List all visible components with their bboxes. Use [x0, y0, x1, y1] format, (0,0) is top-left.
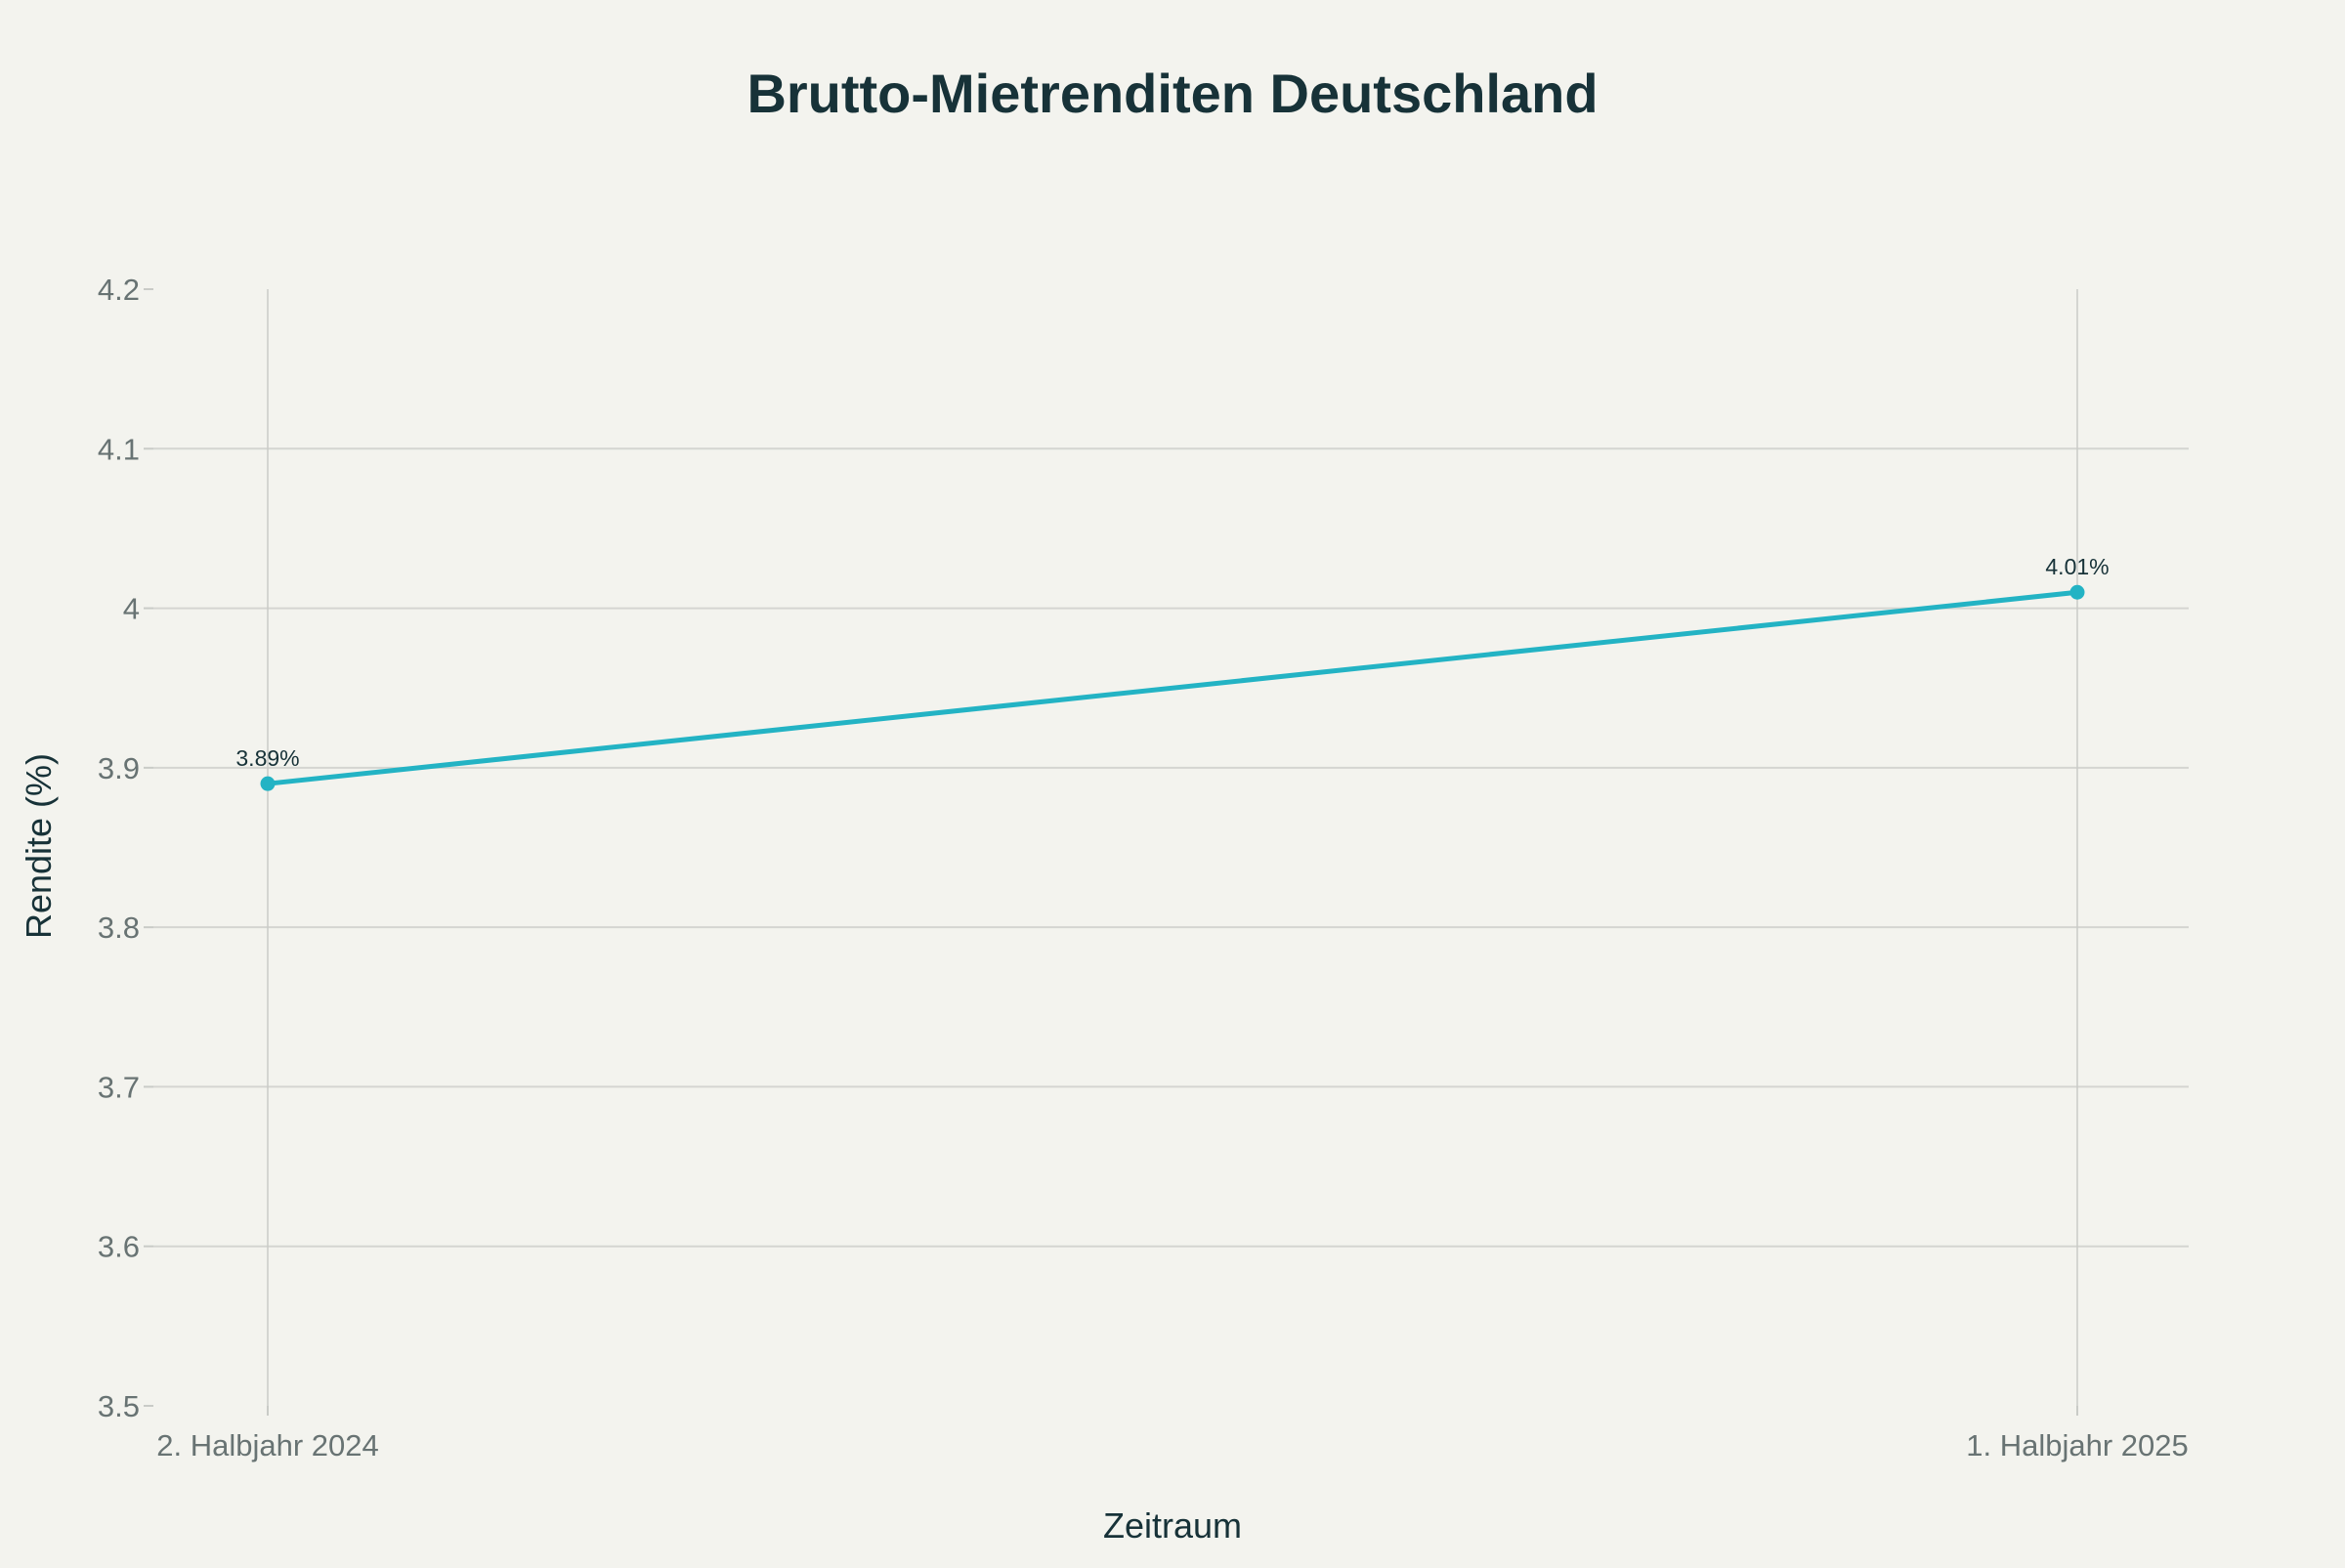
grid-lines [153, 289, 2189, 1406]
y-tick-label: 4.1 [98, 432, 140, 466]
series-layer [260, 584, 2085, 791]
y-tick-label: 3.6 [98, 1230, 140, 1264]
y-tick-label: 4 [123, 592, 140, 626]
data-label: 3.89% [235, 745, 299, 771]
chart-title: Brutto-Mietrenditen Deutschland [746, 63, 1598, 124]
data-label: 4.01% [2045, 554, 2109, 579]
x-axis-ticks: 2. Halbjahr 2024 1. Halbjahr 2025 [156, 1406, 2189, 1462]
y-tick-label: 3.8 [98, 911, 140, 945]
y-tick-label: 3.9 [98, 751, 140, 785]
y-axis-title: Rendite (%) [19, 753, 59, 939]
x-tick-label: 2. Halbjahr 2024 [156, 1428, 379, 1462]
data-point [260, 776, 276, 791]
series-line [265, 589, 2080, 786]
data-labels: 3.89% 4.01% [235, 554, 2109, 771]
y-tick-label: 3.7 [98, 1070, 140, 1104]
data-point [2069, 584, 2085, 600]
y-tick-label: 3.5 [98, 1389, 140, 1423]
x-axis-title: Zeitraum [1103, 1505, 1242, 1546]
y-tick-label: 4.2 [98, 273, 140, 307]
y-axis-ticks: 3.5 3.6 3.7 3.8 3.9 4 4.1 4.2 [98, 273, 153, 1423]
x-tick-label: 1. Halbjahr 2025 [1966, 1428, 2189, 1462]
